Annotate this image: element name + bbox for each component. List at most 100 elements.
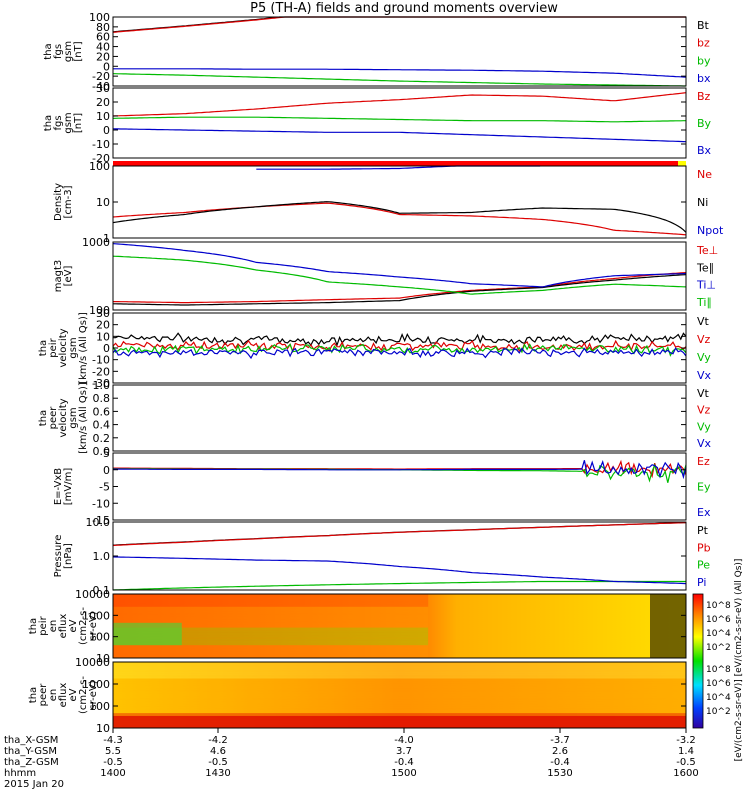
legend-Bt: Bt	[697, 19, 710, 32]
status-bar	[113, 161, 686, 166]
legend-Vz: Vz	[697, 333, 711, 346]
colorbar	[692, 593, 704, 729]
y-axis-label: en	[48, 620, 59, 633]
y-tick-label: -10	[92, 497, 110, 510]
spectrogram-band	[113, 701, 686, 704]
spectrogram-band	[113, 693, 686, 695]
y-tick-label: 20	[96, 319, 110, 332]
y-axis-label: tha	[43, 115, 54, 131]
series-Pe-line	[112, 580, 686, 591]
y-tick-label: 40	[96, 41, 110, 54]
legend-By: By	[697, 117, 712, 130]
spectrogram-band	[113, 670, 686, 672]
y-axis-label: tha	[43, 43, 54, 59]
x-row-label: hhmm	[4, 768, 36, 779]
x-row-value: -0.5	[208, 757, 228, 768]
y-tick-label: 1000	[82, 678, 110, 691]
spectrogram-band	[113, 654, 429, 657]
panel-p7: 5 0 -5 -10 -15 E=-VxB [mV/m] Ez Ey Ex	[53, 447, 711, 527]
y-axis-label: [eV]	[63, 266, 74, 287]
series-Vz-line	[112, 339, 687, 353]
chart-title: P5 (TH-A) fields and ground moments over…	[250, 1, 558, 16]
y-axis-label: [nT]	[73, 113, 84, 133]
y-axis-label: sr-eV)	[88, 611, 99, 640]
spectrogram-band	[113, 619, 429, 622]
x-row-label: tha_Z-GSM	[4, 757, 59, 768]
y-axis-label: magt3	[53, 260, 64, 293]
y-axis-label: [km/s (All Qs)]	[78, 382, 89, 454]
y-tick-label: 1	[103, 232, 110, 245]
y-tick-label: 0.0	[93, 445, 111, 458]
spectrogram-green-patch	[113, 622, 182, 646]
spectrogram-band	[113, 685, 686, 687]
legend-Pe: Pe	[697, 559, 710, 572]
series-Ne-line	[112, 202, 687, 236]
spectrogram-band	[113, 598, 429, 601]
series-bz-line	[112, 16, 686, 33]
x-row-value: 2.6	[552, 746, 568, 757]
y-tick-label: 20	[96, 96, 110, 109]
series-Pb-line	[112, 522, 686, 547]
spectrogram-band	[113, 635, 429, 638]
y-axis-label: tha	[28, 687, 39, 703]
series-Te∥-line	[113, 274, 687, 306]
y-tick-label: -10	[92, 354, 110, 367]
spectrogram-band	[113, 688, 686, 691]
spectrogram-band	[113, 708, 686, 710]
y-axis-label: eV	[68, 688, 79, 701]
y-axis-label: [km/s (All Qs)]	[78, 312, 89, 384]
series-Ni-line	[112, 201, 687, 233]
y-axis-label: peer	[48, 406, 59, 430]
y-tick-label: -20	[92, 70, 110, 83]
colorbar-tick-top: 10^6	[706, 615, 731, 625]
spectrogram-band	[113, 597, 429, 599]
series-Bx-line	[112, 128, 687, 143]
legend-Vy: Vy	[697, 351, 711, 364]
panel-frame	[112, 16, 687, 87]
y-tick-label: 60	[96, 31, 110, 44]
y-axis-label: Density	[53, 183, 64, 221]
y-axis-label: velocity	[58, 328, 69, 367]
y-tick-label: 0.8	[93, 392, 111, 405]
colorbar-tick-bottom: 10^6	[706, 679, 731, 689]
y-axis-label: fgs	[53, 115, 64, 130]
legend-Ez: Ez	[697, 455, 710, 468]
spectrogram-band	[113, 618, 429, 620]
spectrogram-band	[113, 642, 429, 644]
y-tick-label: 30	[96, 307, 110, 320]
spectrogram-band	[113, 680, 686, 682]
x-row-value: 1.4	[678, 746, 694, 757]
spectrogram-band	[113, 651, 429, 654]
spectrogram-band	[113, 613, 429, 615]
y-tick-label: 0	[103, 464, 110, 477]
y-tick-label: 100	[89, 631, 110, 644]
y-axis-label: tha	[28, 618, 39, 634]
spectrogram-band	[113, 711, 686, 714]
y-tick-label: 0	[103, 342, 110, 355]
spectrogram-band	[113, 673, 686, 676]
x-row-value: 5.5	[105, 746, 121, 757]
spectrogram-band	[113, 602, 429, 604]
spectrogram-band	[113, 640, 429, 642]
y-tick-label: 0.1	[93, 584, 111, 597]
legend-Vx: Vx	[697, 437, 712, 450]
spectrogram-band	[113, 614, 429, 617]
spectrogram-band	[113, 650, 429, 652]
series-Te⊥-line	[113, 272, 687, 304]
spectrogram-band	[113, 681, 686, 684]
colorbar-tick-bottom: 10^8	[706, 665, 731, 675]
series-By-line	[113, 116, 686, 123]
y-axis-label: tha	[38, 410, 49, 426]
y-tick-label: 10	[96, 652, 110, 665]
x-row-value: -4.2	[208, 735, 228, 746]
y-tick-label: 0.2	[93, 432, 111, 445]
y-tick-label: 5	[103, 447, 110, 460]
x-row-value: -3.2	[676, 735, 696, 746]
spectrogram-band	[113, 630, 429, 633]
x-row-value: -0.4	[550, 757, 570, 768]
x-row-value: 3.7	[396, 746, 412, 757]
spectrogram-band	[113, 637, 429, 639]
x-row-value: -3.7	[550, 735, 570, 746]
x-row-value: 1600	[673, 768, 698, 779]
spectrogram-band	[113, 594, 429, 596]
